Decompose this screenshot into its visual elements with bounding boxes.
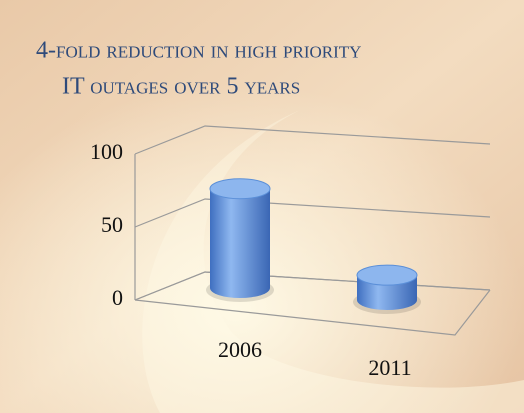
x-tick-label: 2006 [218, 337, 262, 362]
chart-title: 4-fold reduction in high priority [36, 38, 361, 64]
y-tick-label: 100 [90, 139, 123, 164]
bar-top [210, 179, 270, 199]
bar-top [357, 265, 417, 285]
chart-title: IT outages over 5 years [62, 74, 300, 100]
bar [210, 189, 270, 298]
y-tick-label: 0 [112, 285, 123, 310]
y-tick-label: 50 [101, 212, 123, 237]
x-tick-label: 2011 [368, 355, 411, 380]
chart: 4-fold reduction in high priority IT out… [0, 0, 524, 413]
